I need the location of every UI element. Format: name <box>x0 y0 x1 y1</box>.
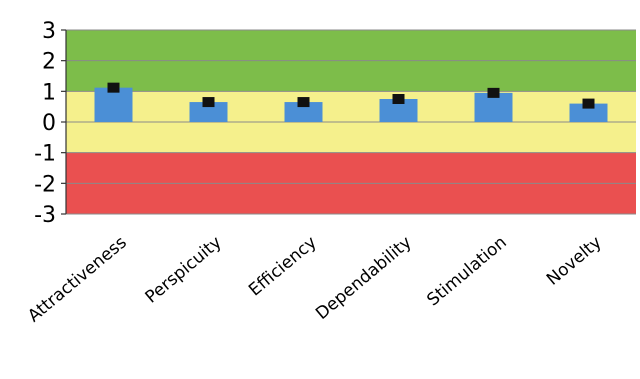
mean-marker-3 <box>392 94 405 104</box>
bar-dependability <box>379 99 418 122</box>
mean-marker-5 <box>582 98 595 109</box>
y-tick-label: -3 <box>34 203 56 228</box>
bar-novelty <box>569 103 608 122</box>
bar-efficiency <box>284 102 323 122</box>
mean-marker-4 <box>487 87 500 98</box>
y-tick-label: 0 <box>42 111 56 136</box>
bar-attractiveness <box>94 87 133 122</box>
bar-perspicuity <box>189 102 228 122</box>
mean-marker-2 <box>297 97 310 108</box>
y-tick-label: 2 <box>42 50 56 75</box>
mean-marker-0 <box>107 82 120 93</box>
y-tick-label: 1 <box>42 80 56 105</box>
mean-marker-1 <box>202 97 215 108</box>
y-tick-label: -2 <box>34 172 56 197</box>
y-tick-label: -1 <box>34 142 56 167</box>
y-tick-label: 3 <box>42 19 56 44</box>
